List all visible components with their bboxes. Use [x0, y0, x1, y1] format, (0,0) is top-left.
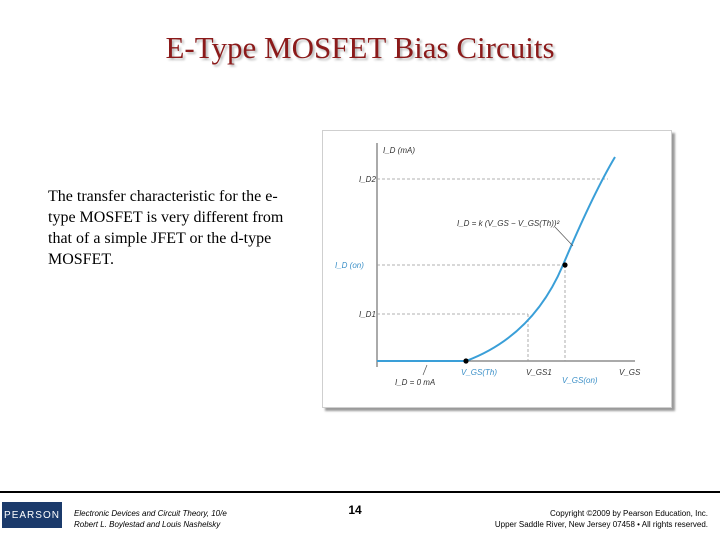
- transfer-curve: [465, 156, 616, 362]
- id2-label: I_D2: [359, 175, 376, 184]
- y-axis-label: I_D (mA): [383, 146, 415, 155]
- vgson-label: V_GS(on): [562, 376, 598, 385]
- pearson-logo: PEARSON: [2, 502, 62, 528]
- id1-label: I_D1: [359, 310, 376, 319]
- vgs1-label: V_GS1: [526, 368, 552, 377]
- footer-divider: [0, 491, 720, 493]
- slide-body-text: The transfer characteristic for the e-ty…: [48, 188, 284, 268]
- vgsth-label: V_GS(Th): [461, 368, 497, 377]
- zero-pointer: [422, 364, 428, 376]
- equation-label: I_D = k (V_GS − V_GS(Th))²: [457, 219, 560, 228]
- book-title: Electronic Devices and Circuit Theory, 1…: [74, 509, 227, 518]
- book-authors: Robert L. Boylestad and Louis Nashelsky: [74, 520, 221, 529]
- copyright-line-2: Upper Saddle River, New Jersey 07458 • A…: [494, 520, 708, 529]
- threshold-point: [463, 358, 469, 364]
- transfer-characteristic-plot: I_D (mA) I_D2 I_D (on) I_D1 I_D = k (V_G…: [335, 143, 641, 387]
- x-axis-label: V_GS: [619, 368, 641, 377]
- slide-title: E-Type MOSFET Bias Circuits: [165, 30, 555, 65]
- footer-book-info: Electronic Devices and Circuit Theory, 1…: [74, 508, 227, 530]
- on-point: [562, 262, 568, 268]
- footer-copyright: Copyright ©2009 by Pearson Education, In…: [495, 508, 708, 530]
- transfer-characteristic-figure: I_D (mA) I_D2 I_D (on) I_D1 I_D = k (V_G…: [322, 130, 672, 408]
- equation-pointer: [554, 226, 574, 247]
- page-number: 14: [348, 503, 362, 517]
- zero-current-label: I_D = 0 mA: [395, 378, 435, 387]
- idon-label: I_D (on): [335, 261, 364, 270]
- copyright-line-1: Copyright ©2009 by Pearson Education, In…: [550, 509, 708, 518]
